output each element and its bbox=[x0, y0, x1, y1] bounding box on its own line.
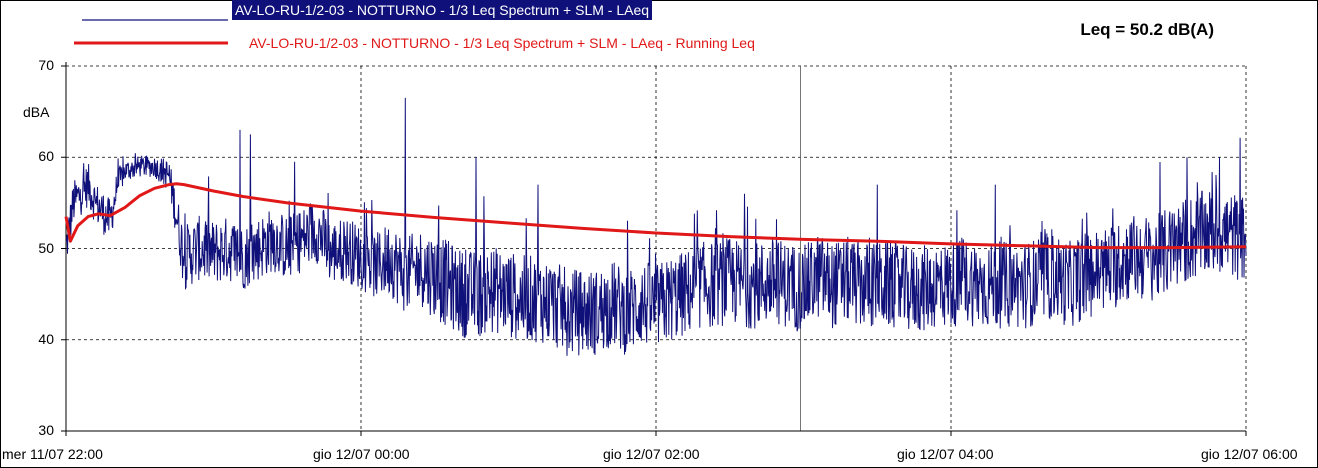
legend-entry-running-leq: AV-LO-RU-1/2-03 - NOTTURNO - 1/3 Leq Spe… bbox=[249, 35, 755, 51]
legend-swatches bbox=[74, 19, 228, 45]
series-running-leq-line bbox=[64, 182, 1247, 250]
x-tick-label: gio 12/07 02:00 bbox=[603, 446, 700, 462]
y-tick-label: 70 bbox=[38, 57, 54, 73]
x-tick-label: mer 11/07 22:00 bbox=[2, 446, 103, 462]
y-axis-label: dBA bbox=[23, 104, 50, 120]
y-tick-label: 50 bbox=[38, 239, 54, 256]
leq-annotation: Leq = 50.2 dB(A) bbox=[1080, 20, 1214, 39]
series-laeq-line bbox=[65, 97, 1247, 356]
y-tick-label: 60 bbox=[38, 148, 54, 165]
series-layer bbox=[64, 97, 1247, 356]
y-tick-label: 40 bbox=[38, 330, 54, 347]
legend-entry-laeq: AV-LO-RU-1/2-03 - NOTTURNO - 1/3 Leq Spe… bbox=[232, 0, 653, 20]
grid-lines bbox=[66, 65, 1247, 431]
x-tick-label: gio 12/07 04:00 bbox=[897, 446, 994, 462]
x-tick-label: gio 12/07 06:00 bbox=[1201, 446, 1298, 462]
axes bbox=[61, 62, 1247, 436]
x-tick-label: gio 12/07 00:00 bbox=[313, 446, 410, 462]
y-tick-label: 30 bbox=[38, 422, 54, 438]
